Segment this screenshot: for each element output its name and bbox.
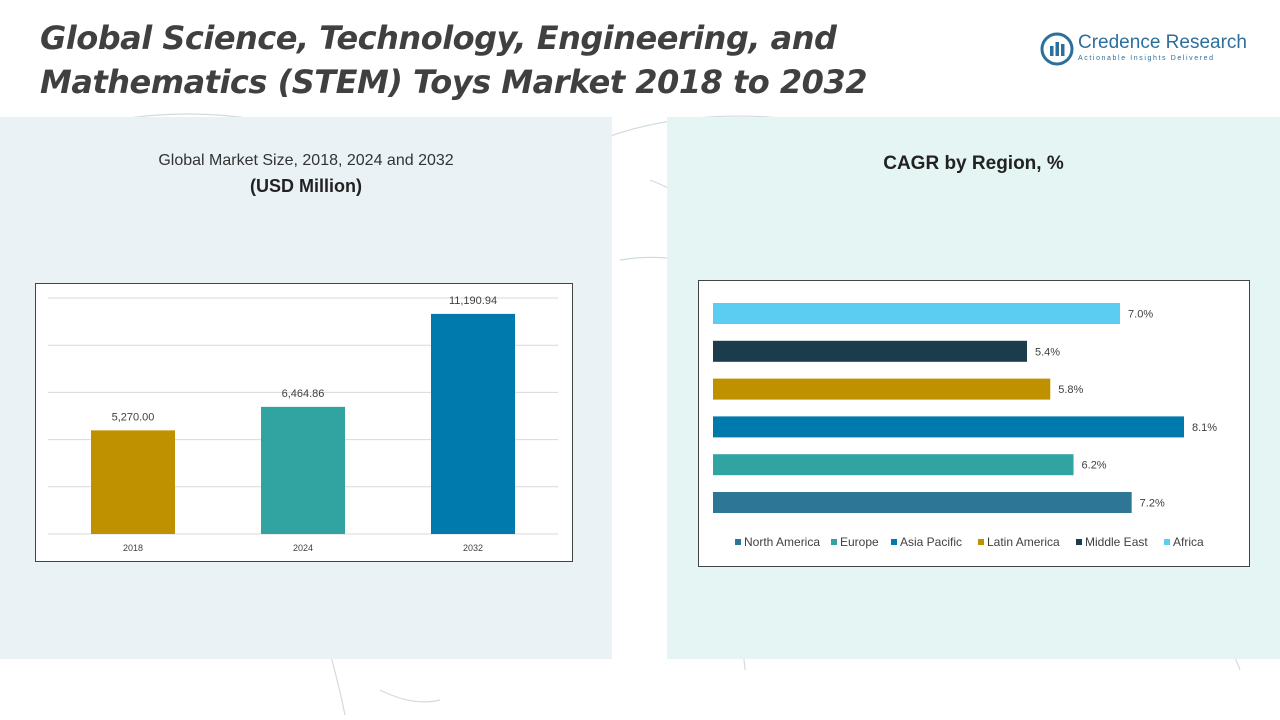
bar-2018 [91, 430, 175, 534]
legend-label-europe: Europe [840, 535, 879, 549]
title-line-2: Mathematics (STEM) Toys Market 2018 to 2… [40, 63, 867, 101]
logo-name: Credence Research [1078, 32, 1247, 53]
legend-label-africa: Africa [1173, 535, 1204, 549]
market-size-subtitle: Global Market Size, 2018, 2024 and 2032 [158, 152, 454, 169]
bar-2032 [431, 313, 515, 534]
legend-label-latin-america: Latin America [987, 535, 1060, 549]
bar-2024 [261, 406, 345, 534]
bar-middle-east [713, 340, 1027, 362]
x-tick-2024: 2024 [293, 543, 313, 553]
legend-label-north-america: North America [744, 535, 820, 549]
data-label-north-america: 7.2% [1140, 498, 1165, 510]
data-label-middle-east: 5.4% [1035, 346, 1060, 358]
logo-mark-icon [1040, 32, 1074, 66]
data-label-2018: 5,270.00 [112, 411, 155, 423]
data-label-2032: 11,190.94 [449, 295, 497, 307]
cagr-bar-chart: 7.2% 6.2% 8.1% 5.8% 5.4% 7.0% North America Eur… [713, 303, 1217, 549]
legend-swatch-latin-america [978, 539, 984, 545]
bar-africa [713, 303, 1121, 324]
title-line-1: Global Science, Technology, Engineering,… [40, 19, 837, 57]
bar-north-america [713, 492, 1132, 513]
cagr-title: CAGR by Region, % [883, 153, 1064, 174]
legend-swatch-middle-east [1076, 539, 1082, 545]
cagr-chart-frame: 7.2% 6.2% 8.1% 5.8% 5.4% 7.0% North America Eur… [698, 280, 1250, 567]
legend-swatch-europe [831, 539, 837, 545]
data-label-africa: 7.0% [1128, 309, 1153, 321]
data-label-2024: 6,464.86 [282, 388, 325, 400]
data-label-asia-pacific: 8.1% [1192, 422, 1217, 434]
legend-swatch-asia-pacific [891, 539, 897, 545]
logo-tagline: Actionable Insights Delivered [1078, 55, 1215, 62]
legend-label-middle-east: Middle East [1085, 535, 1148, 549]
market-size-bar-chart: 5,270.00 2018 6,464.86 2024 11,190.94 2032 [48, 295, 558, 553]
data-label-europe: 6.2% [1082, 460, 1107, 472]
x-tick-2032: 2032 [463, 543, 483, 553]
market-size-unit: (USD Million) [250, 176, 362, 196]
market-size-chart-frame: 5,270.00 2018 6,464.86 2024 11,190.94 2032 [35, 283, 573, 562]
brand-logo: Credence Research Actionable Insights De… [1040, 30, 1260, 70]
bar-asia-pacific [713, 416, 1184, 438]
bar-europe [713, 454, 1074, 476]
page-title: Global Science, Technology, Engineering,… [40, 16, 940, 104]
x-tick-2018: 2018 [123, 543, 143, 553]
legend-swatch-africa [1164, 539, 1170, 545]
data-label-latin-america: 5.8% [1058, 384, 1083, 396]
legend-swatch-north-america [735, 539, 741, 545]
legend-label-asia-pacific: Asia Pacific [900, 535, 962, 549]
bar-latin-america [713, 378, 1051, 400]
